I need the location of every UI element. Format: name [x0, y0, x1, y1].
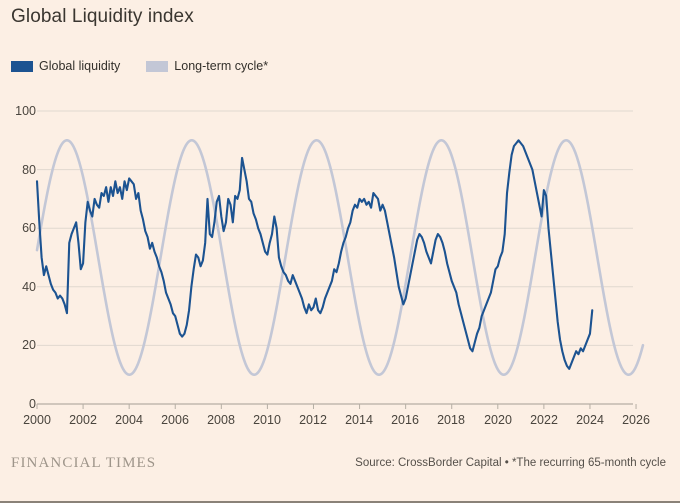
x-tick-label: 2000: [23, 413, 51, 427]
series-line-global-liquidity: [35, 139, 594, 370]
gridlines: [37, 110, 633, 405]
financial-times-logo: FINANCIAL TIMES: [11, 455, 157, 471]
y-tick-label: 0: [29, 397, 36, 411]
x-tick-label: 2024: [576, 413, 604, 427]
y-tick-label: 40: [22, 280, 36, 294]
x-tick-label: 2018: [437, 413, 465, 427]
y-tick-label: 100: [15, 104, 36, 118]
y-tick-label: 20: [22, 338, 36, 352]
x-tick-label: 2014: [345, 413, 373, 427]
legend-item-long-term-cycle[interactable]: Long-term cycle*: [146, 59, 268, 73]
page-title: Global Liquidity index: [11, 6, 194, 27]
legend-swatch-blue-icon: [11, 60, 33, 72]
y-tick-label: 80: [22, 163, 36, 177]
legend-swatch-gray-icon: [146, 60, 169, 72]
source-note: Source: CrossBorder Capital • *The recur…: [355, 457, 666, 469]
x-tick-label: 2004: [115, 413, 143, 427]
x-axis-ticks: [36, 404, 637, 409]
x-tick-label: 2008: [207, 413, 235, 427]
x-tick-label: 2010: [253, 413, 281, 427]
legend-item-global-liquidity[interactable]: Global liquidity: [11, 59, 120, 73]
x-tick-label: 2002: [69, 413, 97, 427]
legend-label-long-term-cycle: Long-term cycle*: [174, 59, 269, 73]
legend-label-global-liquidity: Global liquidity: [39, 59, 121, 73]
x-tick-label: 2026: [622, 413, 650, 427]
chart-legend: Global liquidity Long-term cycle*: [11, 59, 268, 73]
x-tick-label: 2016: [391, 413, 419, 427]
x-tick-label: 2012: [299, 413, 327, 427]
y-tick-label: 60: [22, 221, 36, 235]
x-tick-label: 2006: [161, 413, 189, 427]
x-tick-label: 2022: [530, 413, 558, 427]
x-tick-label: 2020: [484, 413, 512, 427]
